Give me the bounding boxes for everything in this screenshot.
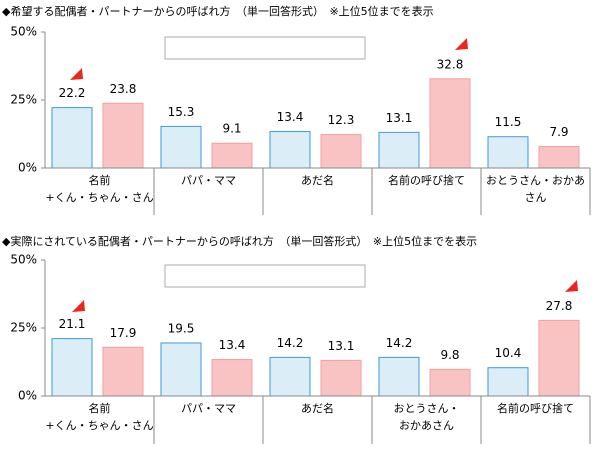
- value-label: 15.3: [168, 105, 195, 119]
- bar: [211, 142, 253, 169]
- legend-box: [164, 36, 366, 60]
- x-tick-label: 名前 +くん・ちゃん・さん: [45, 174, 154, 204]
- value-label: 9.8: [440, 348, 459, 362]
- x-tick-label: パパ・ママ: [181, 174, 236, 187]
- value-label: 19.5: [168, 321, 195, 335]
- bar: [538, 319, 580, 397]
- value-label: 13.4: [219, 338, 246, 352]
- bar: [102, 346, 144, 397]
- value-label: 21.1: [59, 317, 86, 331]
- value-label: 13.1: [328, 339, 355, 353]
- value-label: 32.8: [437, 57, 464, 71]
- bar: [211, 359, 253, 397]
- highlight-marker: [72, 300, 85, 312]
- bar: [487, 367, 529, 397]
- legend-box: [164, 264, 366, 288]
- bar: [51, 338, 93, 397]
- value-label: 13.1: [386, 111, 413, 125]
- x-tick-label: パパ・ママ: [181, 402, 236, 415]
- bar: [429, 78, 471, 169]
- chart-title: ◆希望する配偶者・パートナーからの呼ばれ方 （単一回答形式） ※上位5位までを表…: [2, 4, 434, 18]
- bar: [538, 146, 580, 169]
- value-label: 11.5: [495, 115, 522, 129]
- value-label: 12.3: [328, 113, 355, 127]
- value-label: 22.2: [59, 86, 86, 100]
- chart-title: ◆実際にされている配偶者・パートナーからの呼ばれ方 （単一回答形式） ※上位5位…: [2, 234, 477, 248]
- highlight-marker: [565, 280, 578, 292]
- highlight-marker: [70, 68, 83, 80]
- y-tick-label: 25%: [10, 93, 37, 107]
- y-tick-label: 0%: [18, 161, 37, 175]
- x-tick-label: おとうさん・ おかあさん: [393, 402, 460, 432]
- bar: [160, 342, 202, 397]
- bar: [102, 102, 144, 169]
- y-tick-label: 0%: [18, 389, 37, 403]
- bar: [269, 131, 311, 169]
- bar: [378, 131, 420, 169]
- y-tick-label: 50%: [10, 25, 37, 39]
- value-label: 23.8: [110, 82, 137, 96]
- x-tick-label: 名前の呼び捨て: [388, 174, 465, 187]
- bar: [378, 356, 420, 397]
- x-tick-label: 名前 +くん・ちゃん・さん: [45, 402, 154, 432]
- bar: [487, 136, 529, 169]
- bar: [320, 134, 362, 169]
- y-tick-label: 50%: [10, 253, 37, 267]
- bar: [160, 125, 202, 169]
- x-tick-label: あだ名: [301, 402, 334, 415]
- highlight-marker: [455, 38, 468, 50]
- bar: [269, 356, 311, 397]
- x-tick-label: 名前の呼び捨て: [497, 402, 574, 415]
- bar: [51, 107, 93, 169]
- bar: [320, 359, 362, 397]
- value-label: 7.9: [549, 125, 568, 139]
- value-label: 10.4: [495, 346, 522, 360]
- y-tick-label: 25%: [10, 321, 37, 335]
- value-label: 27.8: [546, 299, 573, 313]
- x-tick-label: あだ名: [301, 174, 334, 187]
- value-label: 9.1: [222, 122, 241, 136]
- value-label: 13.4: [277, 110, 304, 124]
- value-label: 14.2: [277, 336, 304, 350]
- value-label: 14.2: [386, 336, 413, 350]
- bar: [429, 368, 471, 397]
- x-tick-label: おとうさん・おかあさん: [486, 174, 585, 204]
- value-label: 17.9: [110, 326, 137, 340]
